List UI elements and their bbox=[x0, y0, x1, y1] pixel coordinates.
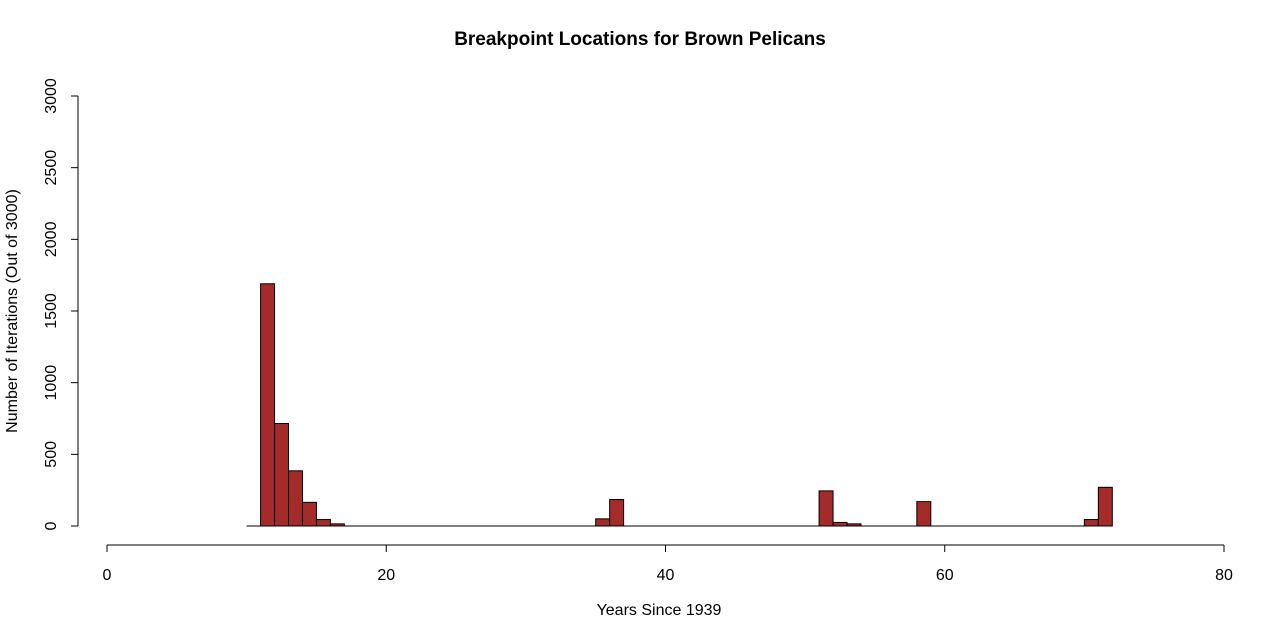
histogram-bar bbox=[916, 501, 932, 527]
histogram-bar bbox=[1083, 519, 1099, 527]
x-tick-label: 80 bbox=[1215, 567, 1233, 584]
y-tick-label: 1500 bbox=[43, 293, 60, 329]
y-tick-label: 2500 bbox=[43, 150, 60, 186]
y-tick-label: 500 bbox=[43, 441, 60, 468]
chart-title: Breakpoint Locations for Brown Pelicans bbox=[454, 29, 826, 50]
histogram-bar bbox=[274, 423, 290, 527]
histogram-bar bbox=[315, 519, 331, 527]
histogram-bar bbox=[818, 490, 834, 527]
y-axis-label: Number of Iterations (Out of 3000) bbox=[4, 189, 21, 433]
histogram-bar bbox=[260, 283, 276, 527]
histogram-bars bbox=[246, 283, 1113, 527]
y-axis: 0 500 1000 1500 2000 2500 3000 bbox=[43, 78, 79, 530]
x-axis-label: Years Since 1939 bbox=[596, 602, 722, 619]
histogram-bar bbox=[329, 523, 345, 527]
x-tick-label: 0 bbox=[103, 567, 112, 584]
y-tick-label: 0 bbox=[43, 521, 60, 530]
y-tick-label: 1000 bbox=[43, 365, 60, 401]
x-tick-label: 60 bbox=[936, 567, 954, 584]
x-tick-label: 40 bbox=[657, 567, 675, 584]
histogram-bar bbox=[846, 523, 862, 527]
histogram-bar bbox=[609, 498, 625, 527]
y-tick-label: 3000 bbox=[43, 78, 60, 114]
y-tick-label: 2000 bbox=[43, 221, 60, 257]
x-tick-label: 20 bbox=[377, 567, 395, 584]
histogram-bar bbox=[832, 521, 848, 527]
histogram-bar bbox=[301, 501, 317, 527]
x-axis: 0 20 40 60 80 bbox=[103, 544, 1233, 584]
histogram-bar bbox=[595, 518, 611, 527]
histogram-bar bbox=[1097, 486, 1113, 527]
histogram-bar bbox=[288, 470, 303, 527]
